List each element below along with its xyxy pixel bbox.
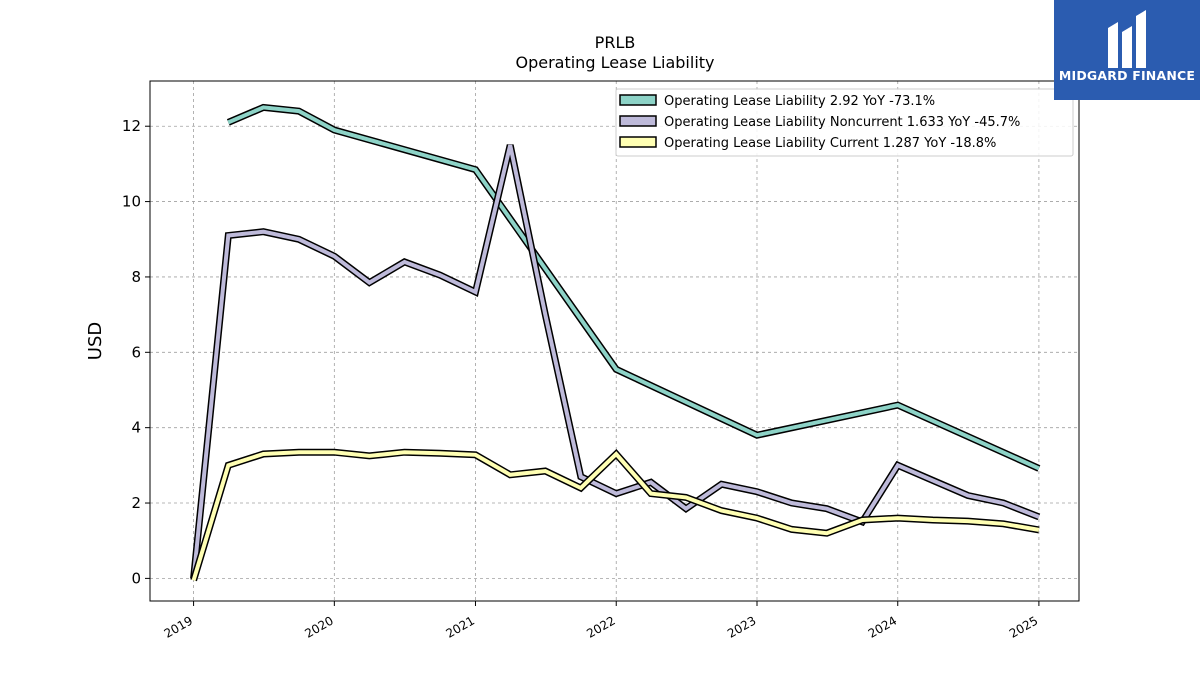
- series-line: [227, 105, 1040, 471]
- y-axis: 0 2 4 6 8 10 12: [122, 117, 150, 587]
- logo-mark-icon: [1108, 10, 1146, 68]
- x-tick-label: 2020: [302, 613, 335, 640]
- series-1: [190, 144, 1041, 579]
- x-axis: 2019 2020 2021 2022 2023 2024 2025: [162, 601, 1040, 641]
- series-lines: [190, 103, 1041, 582]
- legend-label: Operating Lease Liability 2.92 YoY -73.1…: [664, 94, 935, 109]
- x-tick-label: 2023: [725, 613, 758, 640]
- legend-item: Operating Lease Liability Noncurrent 1.6…: [619, 115, 1020, 130]
- x-tick-label: 2024: [866, 613, 899, 640]
- legend: Operating Lease Liability 2.92 YoY -73.1…: [615, 88, 1074, 157]
- legend-swatch: [619, 94, 657, 106]
- chart-title: PRLB: [595, 33, 636, 52]
- plot-frame: [149, 80, 1080, 602]
- legend-label: Operating Lease Liability Current 1.287 …: [664, 136, 996, 151]
- series-line: [191, 450, 1040, 581]
- legend-item: Operating Lease Liability 2.92 YoY -73.1…: [619, 94, 935, 109]
- y-tick-label: 0: [131, 569, 141, 587]
- y-tick-label: 8: [131, 268, 141, 286]
- legend-label: Operating Lease Liability Noncurrent 1.6…: [664, 115, 1020, 130]
- legend-swatch: [619, 136, 657, 148]
- x-tick-label: 2022: [584, 613, 617, 640]
- series-line: [191, 144, 1040, 579]
- x-tick-label: 2019: [162, 613, 195, 640]
- y-tick-label: 6: [131, 343, 141, 361]
- brand-logo: MIDGARD FINANCE: [1054, 0, 1200, 100]
- y-tick-label: 2: [131, 494, 141, 512]
- legend-item: Operating Lease Liability Current 1.287 …: [619, 136, 996, 151]
- y-axis-label: USD: [85, 322, 106, 360]
- y-tick-label: 4: [131, 419, 141, 437]
- series-2: [190, 448, 1040, 582]
- legend-box: [615, 88, 1074, 157]
- legend-swatch: [619, 115, 657, 127]
- series-0: [226, 103, 1041, 472]
- x-tick-label: 2025: [1007, 613, 1040, 640]
- y-tick-label: 12: [122, 117, 141, 135]
- chart-subtitle: Operating Lease Liability: [515, 53, 714, 72]
- x-tick-label: 2021: [444, 613, 477, 640]
- brand-name: MIDGARD FINANCE: [1058, 68, 1196, 83]
- y-tick-label: 10: [122, 193, 141, 211]
